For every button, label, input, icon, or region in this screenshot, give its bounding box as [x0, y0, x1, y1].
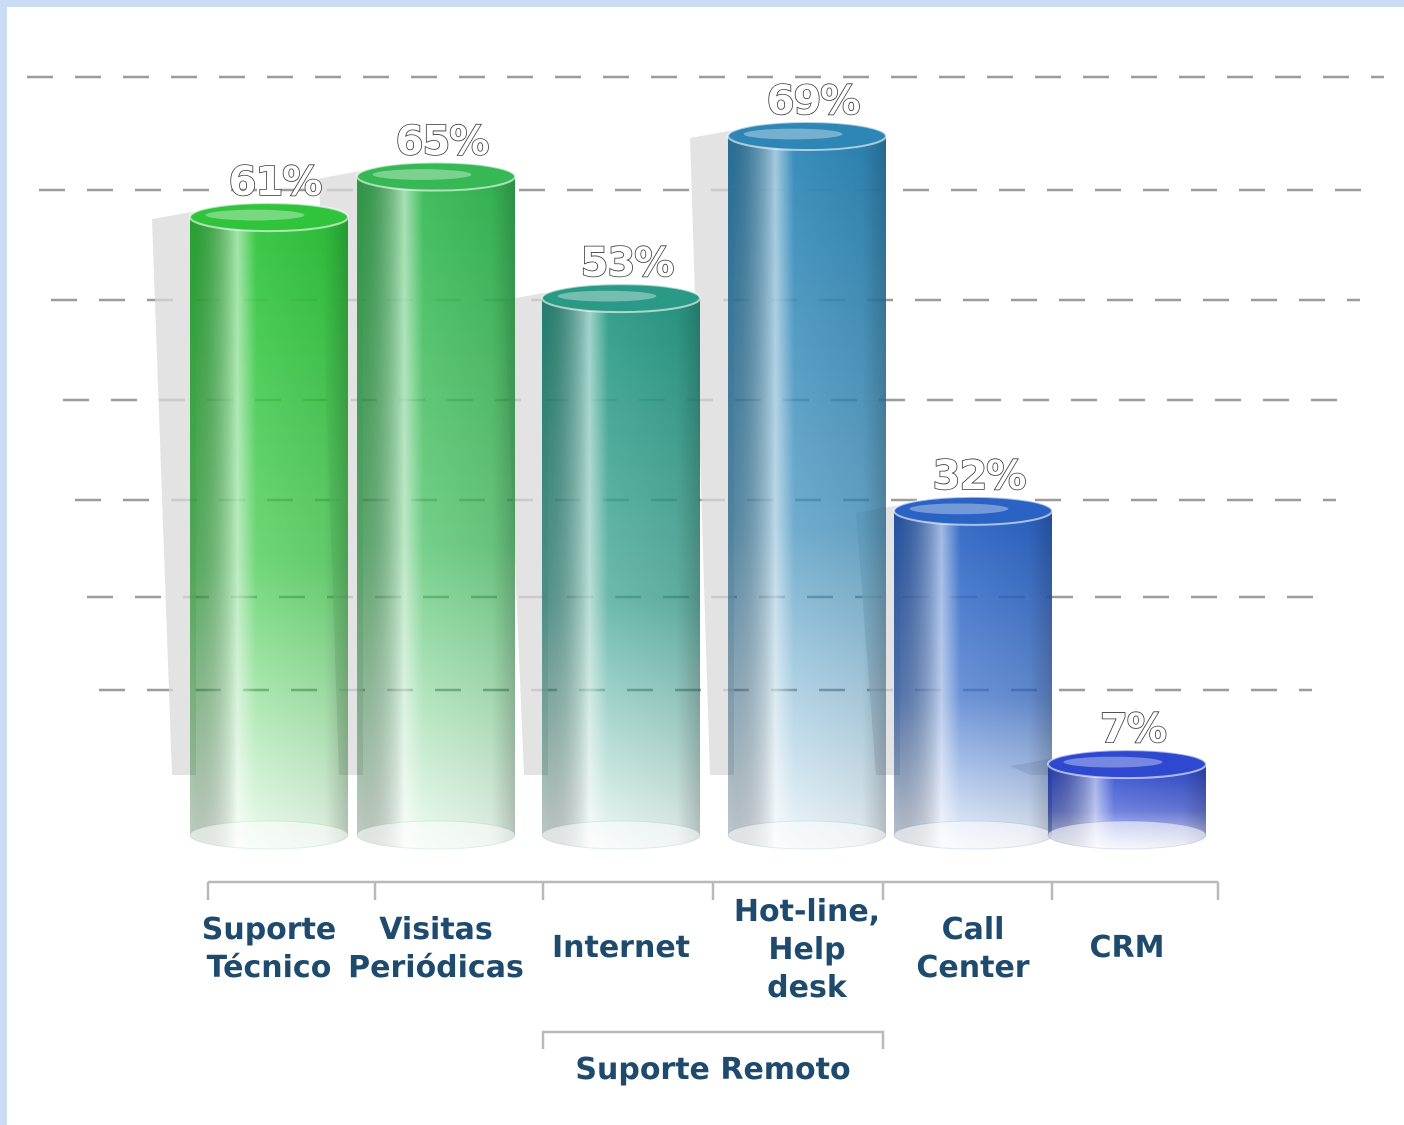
category-label-line: Help [768, 932, 845, 967]
bar-cap-hot-line-help-desk [727, 121, 887, 152]
bar-internet [541, 283, 701, 850]
value-label-call-center: 32% [933, 453, 1026, 499]
bar-cap-highlight-visitas-periodicas [372, 169, 472, 180]
value-label-visitas-periodicas: 65% [396, 119, 489, 165]
bar-cap-highlight-hot-line-help-desk [743, 128, 843, 140]
category-label-line: CRM [1090, 930, 1165, 965]
category-label-call-center: Call Center [916, 912, 1029, 985]
bar-shadow-suporte-tecnico [152, 211, 196, 775]
bar-hot-line-help-desk [727, 121, 887, 850]
category-label-line: Suporte [202, 912, 337, 947]
bar-crm [1047, 749, 1207, 850]
category-label-crm: CRM [1090, 930, 1165, 965]
value-label-crm: 7% [1100, 706, 1166, 752]
category-label-line: Call [942, 912, 1005, 947]
bar-cap-visitas-periodicas [356, 161, 516, 192]
bar-base-suporte-tecnico [189, 820, 349, 850]
category-label-line: Internet [552, 930, 690, 965]
bar-shine-visitas-periodicas [357, 176, 515, 850]
bar-cap-crm [1047, 749, 1207, 780]
category-label-line: Visitas [379, 912, 493, 947]
group-bracket-line [541, 1030, 885, 1049]
category-label-visitas-periodicas: Visitas Periódicas [348, 912, 524, 985]
category-label-line: Center [916, 950, 1029, 985]
x-axis [206, 880, 1220, 900]
category-label-line: Técnico [207, 950, 332, 985]
bars [189, 121, 1207, 850]
category-label-line: Periódicas [348, 950, 524, 985]
bar-base-call-center [893, 820, 1053, 850]
bar-cap-internet [541, 283, 701, 314]
bar-base-hot-line-help-desk [727, 820, 887, 850]
chart-frame: 61% 65% 53% 69% 32% 7% Suporte Técnico Visitas P… [7, 7, 1404, 1125]
value-label-suporte-tecnico: 61% [229, 159, 322, 205]
category-label-hot-line-help-desk: Hot-line, Help desk [734, 894, 880, 1005]
bar-call-center [893, 495, 1053, 850]
bar-base-visitas-periodicas [356, 820, 516, 850]
bar-cap-highlight-internet [557, 290, 657, 302]
bar-cap-highlight-crm [1063, 756, 1163, 768]
bar-cap-highlight-call-center [909, 503, 1009, 515]
category-label-internet: Internet [552, 930, 690, 965]
bar-shadow-hot-line-help-desk [690, 130, 734, 775]
value-label-hot-line-help-desk: 69% [767, 78, 860, 124]
bar-shine-suporte-tecnico [190, 217, 348, 849]
bar-cap-suporte-tecnico [189, 202, 349, 233]
group-label-suporte-remoto: Suporte Remoto [575, 1052, 850, 1087]
category-label-line: desk [767, 970, 848, 1005]
bar-base-internet [541, 820, 701, 850]
bar-shine-hot-line-help-desk [728, 136, 886, 849]
category-label-line: Hot-line, [734, 894, 880, 929]
bar-cap-highlight-suporte-tecnico [205, 209, 305, 221]
bar-base-crm [1047, 820, 1207, 850]
bar-suporte-tecnico [189, 202, 349, 850]
bar-shine-call-center [894, 510, 1052, 849]
value-label-internet: 53% [581, 240, 674, 286]
category-label-suporte-tecnico: Suporte Técnico [202, 912, 337, 985]
value-labels: 61% 65% 53% 69% 32% 7% [228, 77, 1168, 753]
bar-visitas-periodicas [356, 161, 516, 850]
group-bracket: Suporte Remoto [541, 1030, 885, 1087]
bar-shine-internet [542, 298, 700, 849]
bar-cap-call-center [893, 495, 1053, 526]
